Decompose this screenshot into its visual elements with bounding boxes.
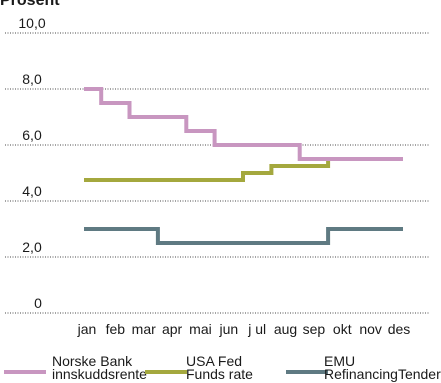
legend-label: RefinancingTender xyxy=(324,366,441,382)
y-tick-label: 4,0 xyxy=(22,183,42,199)
series-line xyxy=(84,227,403,245)
y-axis-label: Prosent xyxy=(0,0,60,9)
y-tick-label: 2,0 xyxy=(22,239,42,255)
x-tick-label: feb xyxy=(106,321,126,337)
x-tick-labels: jan feb mar apr mai jun j ul aug sep okt nov des xyxy=(77,321,411,337)
y-tick-label: 8,0 xyxy=(22,71,42,87)
series-line xyxy=(84,157,403,182)
series-lines xyxy=(84,87,403,245)
y-tick-labels: 0 2,0 4,0 6,0 8,0 10,0 xyxy=(18,15,45,311)
x-tick-label: apr xyxy=(162,321,183,337)
y-tick-label: 10,0 xyxy=(18,15,45,31)
legend-label: innskuddsrente xyxy=(52,366,147,382)
x-tick-label: mar xyxy=(132,321,156,337)
legend-label: USA Fed xyxy=(186,353,242,369)
x-tick-label: sep xyxy=(303,321,326,337)
x-tick-label: des xyxy=(388,321,411,337)
grid-lines xyxy=(5,32,430,314)
legend-label: Norske Bank xyxy=(52,353,133,369)
x-tick-label: jan xyxy=(77,321,97,337)
x-tick-label: jun xyxy=(218,321,238,337)
x-tick-label: mai xyxy=(189,321,212,337)
y-tick-label: 6,0 xyxy=(22,127,42,143)
x-tick-label: j ul xyxy=(247,321,266,337)
legend-label: EMU xyxy=(324,353,355,369)
legend-label: Funds rate xyxy=(186,366,253,382)
series-line xyxy=(84,87,403,161)
x-tick-label: nov xyxy=(359,321,382,337)
x-tick-label: aug xyxy=(274,321,297,337)
y-tick-label: 0 xyxy=(34,295,42,311)
x-tick-label: okt xyxy=(333,321,352,337)
